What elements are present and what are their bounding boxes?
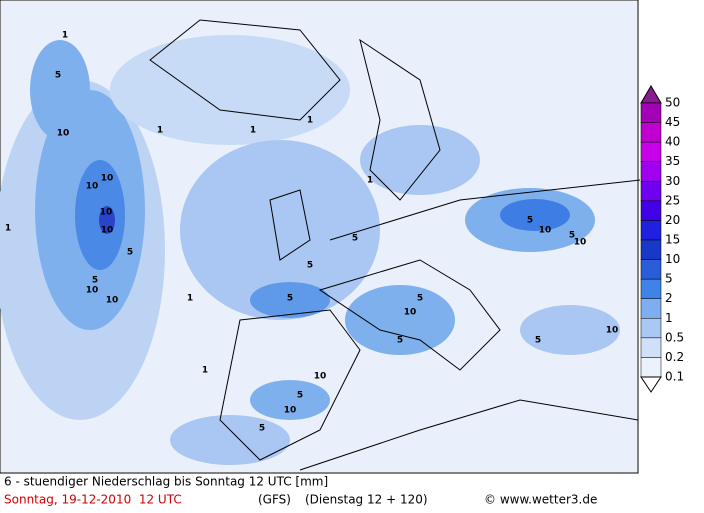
contour-label: 10 xyxy=(539,226,552,236)
contour-label: 5 xyxy=(307,261,313,271)
contour-label: 10 xyxy=(86,182,99,192)
legend-swatch xyxy=(640,141,662,162)
legend-label: 50 xyxy=(665,96,680,110)
contour-label: 5 xyxy=(127,248,133,258)
legend-label: 10 xyxy=(665,252,680,266)
contour-label: 1 xyxy=(187,294,193,304)
footer-date: Sonntag, 19-12-2010 12 UTC xyxy=(4,493,182,507)
legend-label: 25 xyxy=(665,193,680,207)
contour-label: 10 xyxy=(284,406,297,416)
contour-label: 5 xyxy=(535,336,541,346)
contour-label: 5 xyxy=(527,216,533,226)
legend-label: 35 xyxy=(665,154,680,168)
legend-label: 0.1 xyxy=(665,370,684,384)
legend-arrow-top xyxy=(640,85,662,104)
legend-swatch xyxy=(640,161,662,182)
footer-model: (GFS) xyxy=(258,493,291,507)
legend-swatch xyxy=(640,220,662,241)
contour-label: 10 xyxy=(101,226,114,236)
legend-swatch xyxy=(640,318,662,339)
contour-label: 5 xyxy=(55,71,61,81)
legend-swatch xyxy=(640,337,662,358)
legend-label: 5 xyxy=(665,272,673,286)
contour-label: 10 xyxy=(574,238,587,248)
contour-label: 10 xyxy=(314,372,327,382)
footer-title: 6 - stuendiger Niederschlag bis Sonntag … xyxy=(4,475,328,489)
contour-label: 1 xyxy=(367,176,373,186)
contour-label: 10 xyxy=(57,129,70,139)
contour-label: 1 xyxy=(202,366,208,376)
contour-label: 5 xyxy=(92,276,98,286)
legend-label: 2 xyxy=(665,291,673,305)
contour-label: 5 xyxy=(287,294,293,304)
contour-label: 5 xyxy=(352,234,358,244)
contour-label: 1 xyxy=(62,31,68,41)
legend-label: 15 xyxy=(665,233,680,247)
precipitation xyxy=(0,1,637,472)
legend-swatch xyxy=(640,278,662,299)
legend-swatch xyxy=(640,298,662,319)
legend-label: 0.5 xyxy=(665,330,684,344)
contour-label: 10 xyxy=(86,286,99,296)
contour-label: 1 xyxy=(5,224,11,234)
contour-label: 5 xyxy=(417,294,423,304)
legend-swatch xyxy=(640,239,662,260)
contour-label: 1 xyxy=(250,126,256,136)
legend-swatch xyxy=(640,122,662,143)
contour-label: 5 xyxy=(259,424,265,434)
footer-forecast: (Dienstag 12 + 120) xyxy=(305,493,428,507)
legend-swatch xyxy=(640,200,662,221)
coastlines xyxy=(149,19,641,471)
contour-label: 5 xyxy=(569,231,575,241)
legend-arrow-bottom xyxy=(640,376,662,393)
footer-source: © www.wetter3.de xyxy=(484,493,597,507)
contour-label: 10 xyxy=(100,208,113,218)
legend-swatch xyxy=(640,181,662,202)
legend-label: 45 xyxy=(665,115,680,129)
contour-label: 1 xyxy=(157,126,163,136)
legend-swatch xyxy=(640,259,662,280)
legend-label: 30 xyxy=(665,174,680,188)
legend-label: 1 xyxy=(665,311,673,325)
legend-label: 20 xyxy=(665,213,680,227)
legend-label: 0.2 xyxy=(665,350,684,364)
contour-label: 10 xyxy=(404,308,417,318)
contour-label: 10 xyxy=(101,174,114,184)
legend-swatch xyxy=(640,102,662,123)
legend-label: 40 xyxy=(665,135,680,149)
contour-label: 10 xyxy=(106,296,119,306)
legend-swatch xyxy=(640,357,662,378)
contour-label: 10 xyxy=(606,326,619,336)
contour-label: 5 xyxy=(397,336,403,346)
contour-label: 1 xyxy=(307,116,313,126)
contour-label: 5 xyxy=(297,391,303,401)
